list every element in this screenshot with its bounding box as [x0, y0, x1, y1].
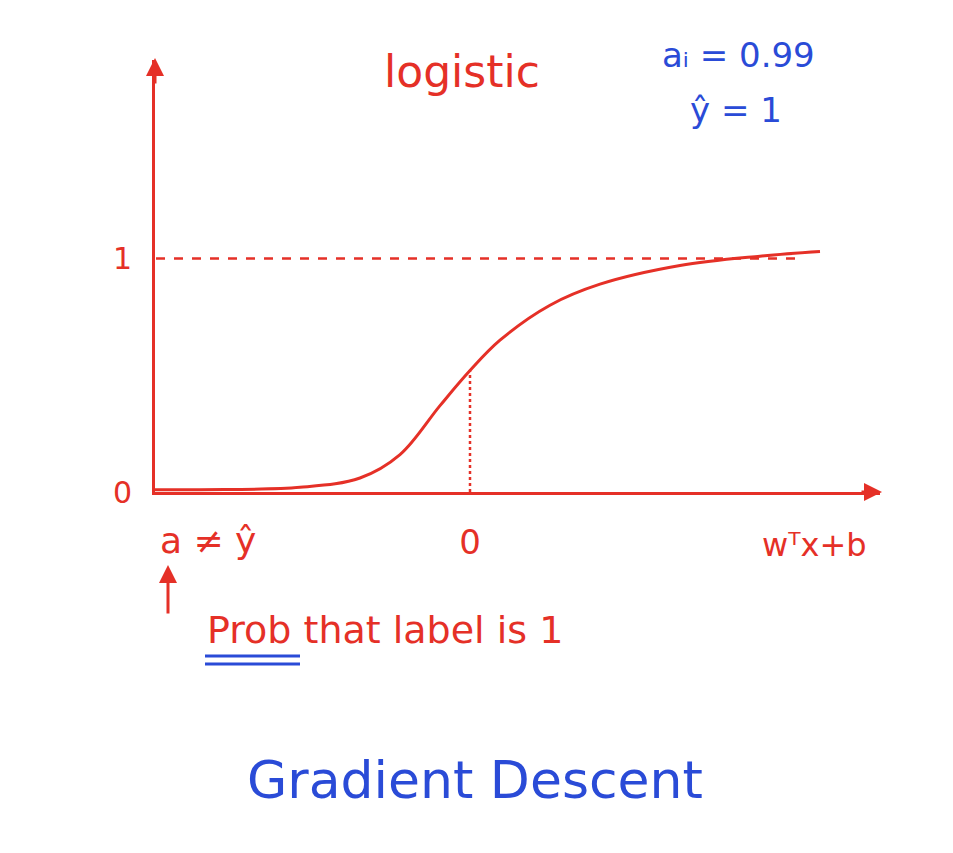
- svg-text:ŷ = 1: ŷ = 1: [690, 90, 782, 130]
- svg-text:Prob that label is 1: Prob that label is 1: [207, 608, 563, 652]
- svg-text:aᵢ = 0.99: aᵢ = 0.99: [662, 35, 815, 75]
- svg-text:Gradient Descent: Gradient Descent: [247, 750, 703, 810]
- svg-text:wᵀx+b: wᵀx+b: [762, 526, 867, 564]
- svg-text:0: 0: [113, 475, 132, 510]
- svg-text:a ≠ ŷ: a ≠ ŷ: [160, 520, 256, 561]
- svg-text:0: 0: [459, 522, 481, 562]
- svg-text:1: 1: [113, 241, 132, 276]
- svg-text:logistic: logistic: [384, 46, 540, 97]
